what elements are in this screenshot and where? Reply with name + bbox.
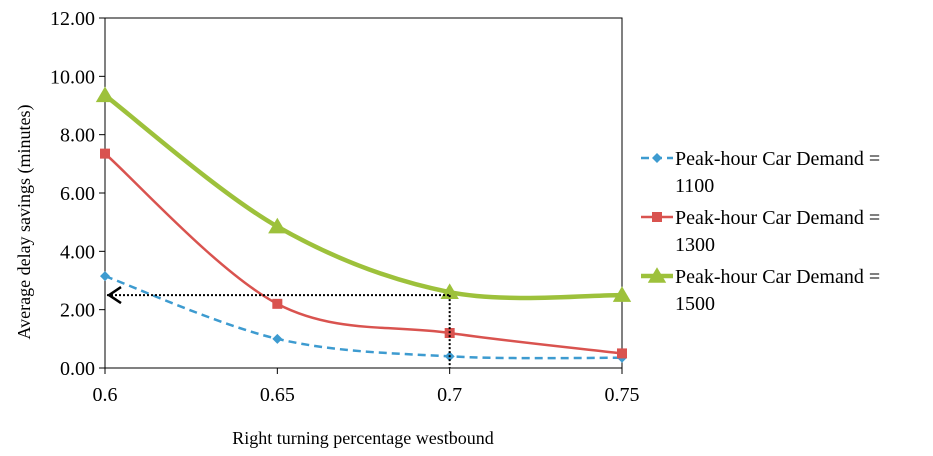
x-tick-label: 0.75 xyxy=(605,384,640,406)
y-tick-label: 0.00 xyxy=(60,358,95,380)
series-2 xyxy=(100,148,627,359)
series-3 xyxy=(95,86,632,302)
x-axis-title: Right turning percentage westbound xyxy=(232,428,493,448)
data-point xyxy=(617,348,627,359)
series-line xyxy=(104,274,623,360)
data-point xyxy=(647,267,667,283)
x-tick-label: 0.65 xyxy=(260,384,295,406)
x-axis: 0.6 0.65 0.7 0.75 xyxy=(93,368,640,406)
y-tick-label: 4.00 xyxy=(60,241,95,263)
legend-label: 1500 xyxy=(675,293,715,315)
plot-area xyxy=(104,17,623,369)
series-line xyxy=(104,152,623,355)
y-tick-label: 12.00 xyxy=(50,8,95,30)
y-tick-label: 8.00 xyxy=(60,125,95,147)
data-point xyxy=(100,271,110,282)
plot-border xyxy=(104,17,623,369)
y-axis: 0.00 2.00 4.00 6.00 8.00 10.00 12.00 xyxy=(50,8,105,380)
legend-label: 1100 xyxy=(675,175,714,197)
series-line xyxy=(103,93,623,301)
data-point xyxy=(95,86,115,103)
data-point xyxy=(268,217,287,234)
legend-label: Peak-hour Car Demand = xyxy=(675,266,880,288)
legend-entry-2: Peak-hour Car Demand = 1300 xyxy=(641,207,880,256)
data-point xyxy=(652,153,662,163)
legend-entry-1: Peak-hour Car Demand = 1100 xyxy=(641,148,880,197)
guide-annotation xyxy=(106,286,451,368)
y-axis-title: Average delay savings (minutes) xyxy=(14,104,35,339)
data-point xyxy=(100,148,110,159)
data-point xyxy=(612,286,632,302)
series-layer xyxy=(95,86,632,363)
legend-label: Peak-hour Car Demand = xyxy=(675,148,880,170)
series-1 xyxy=(100,271,627,363)
y-tick-label: 10.00 xyxy=(50,66,95,88)
y-tick-label: 6.00 xyxy=(60,183,95,205)
x-tick-label: 0.6 xyxy=(93,384,118,406)
data-point xyxy=(272,298,283,309)
y-tick-label: 2.00 xyxy=(60,300,95,322)
guide-arrowhead xyxy=(106,286,122,305)
legend-label: Peak-hour Car Demand = xyxy=(675,207,880,229)
x-tick-label: 0.7 xyxy=(437,384,462,406)
data-point xyxy=(272,333,283,344)
data-point xyxy=(652,212,662,222)
legend-label: 1300 xyxy=(675,234,715,256)
data-point xyxy=(440,283,459,299)
legend-entry-3: Peak-hour Car Demand = 1500 xyxy=(641,266,880,315)
